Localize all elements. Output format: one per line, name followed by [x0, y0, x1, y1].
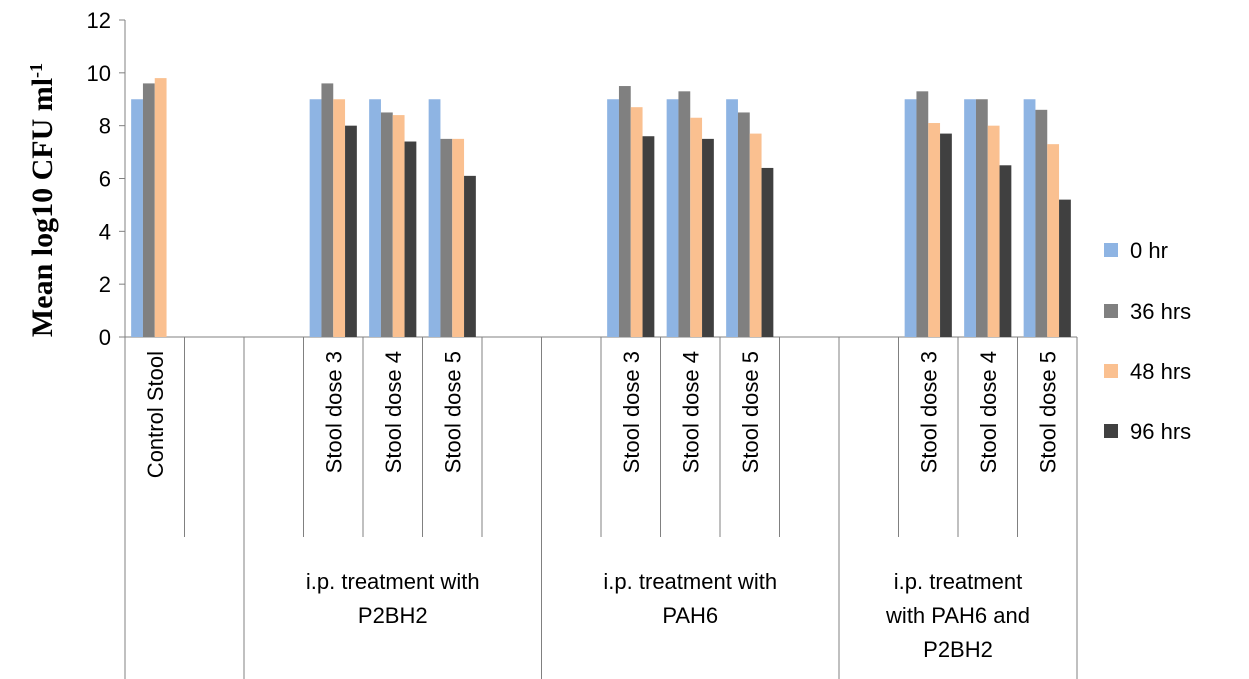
bar — [1035, 109, 1048, 337]
legend-swatch — [1104, 243, 1118, 257]
y-axis-title-superscript: -1 — [26, 63, 46, 78]
bar — [642, 136, 655, 337]
legend-label: 48 hrs — [1130, 359, 1191, 384]
bar — [321, 83, 334, 338]
y-tick-label: 4 — [99, 219, 111, 244]
x-category-label: Stool dose 3 — [321, 351, 346, 473]
x-category-label: Stool dose 3 — [916, 351, 941, 473]
x-group-label: i.p. treatment with PAH6 — [603, 569, 777, 628]
bar — [1047, 144, 1060, 337]
bar — [464, 175, 476, 337]
bar — [345, 125, 357, 338]
y-tick-label: 8 — [99, 114, 111, 139]
bar — [678, 91, 691, 337]
bar — [1023, 99, 1036, 337]
bar — [1059, 199, 1071, 337]
bar — [630, 107, 643, 337]
bar — [142, 83, 155, 338]
y-tick-label: 12 — [87, 8, 111, 33]
legend-label: 0 hr — [1130, 238, 1168, 263]
bar — [928, 123, 941, 338]
x-group-label: i.p. treatment with P2BH2 — [306, 569, 480, 628]
x-category-label: Stool dose 5 — [738, 351, 763, 473]
bar — [404, 141, 417, 337]
legend-label: 96 hrs — [1130, 419, 1191, 444]
bar — [940, 133, 952, 337]
bar — [666, 99, 679, 337]
bar — [904, 99, 917, 337]
bar — [737, 112, 750, 337]
y-tick-label: 0 — [99, 325, 111, 350]
y-tick-label: 6 — [99, 167, 111, 192]
x-category-label: Control Stool — [143, 351, 168, 478]
bar — [702, 138, 714, 337]
bar — [428, 99, 441, 337]
x-category-label: Stool dose 5 — [1035, 351, 1060, 473]
x-category-label: Stool dose 4 — [678, 351, 703, 473]
x-category-label: Stool dose 4 — [381, 351, 406, 473]
bar — [761, 167, 774, 337]
bar — [749, 133, 762, 337]
bar — [975, 99, 988, 337]
bar — [999, 165, 1012, 337]
y-tick-label: 2 — [99, 272, 111, 297]
bar — [309, 99, 322, 337]
bar — [131, 99, 143, 337]
legend: 0 hr 36 hrs 48 hrs 96 hrs — [1104, 238, 1191, 444]
y-axis-title: Mean log10 CFU ml-1 — [26, 63, 59, 337]
bar — [964, 99, 976, 337]
bar — [392, 115, 405, 337]
bar — [726, 99, 738, 337]
legend-swatch — [1104, 424, 1118, 438]
legend-swatch — [1104, 304, 1118, 318]
bar — [333, 99, 346, 337]
x-category-label: Stool dose 4 — [976, 351, 1001, 473]
bar — [154, 78, 167, 337]
plot-area: 0 2 4 6 8 10 12 Control Stool Stool dose 3 Stool … — [87, 8, 1078, 679]
bar — [690, 117, 703, 337]
x-category-label: Stool dose 3 — [619, 351, 644, 473]
bar — [607, 99, 619, 337]
bar — [618, 86, 631, 338]
bar — [916, 91, 929, 337]
bar — [380, 112, 393, 337]
bar — [987, 125, 1000, 338]
y-tick-label: 10 — [87, 61, 111, 86]
legend-label: 36 hrs — [1130, 299, 1191, 324]
bar — [369, 99, 381, 337]
bar — [452, 138, 465, 337]
bar — [440, 138, 453, 337]
legend-swatch — [1104, 364, 1118, 378]
x-group-label: i.p. treatment with PAH6 and P2BH2 — [885, 569, 1030, 662]
x-category-label: Stool dose 5 — [440, 351, 465, 473]
